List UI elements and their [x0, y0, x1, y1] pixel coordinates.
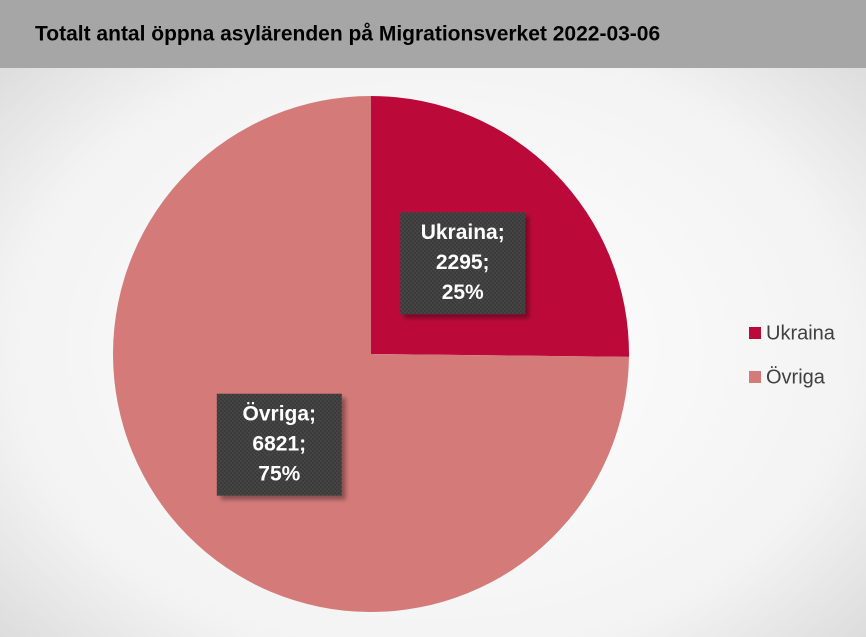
title-bar	[0, 0, 866, 68]
legend-swatch	[749, 371, 761, 383]
data-label-text: 75%	[258, 462, 300, 485]
legend-label: Ukraina	[766, 322, 836, 344]
data-label-box	[400, 212, 526, 315]
data-label: Ukraina; 2295; 25%	[400, 212, 526, 315]
data-label-text: 2295;	[436, 251, 490, 274]
data-label-text: Övriga;	[243, 402, 317, 425]
legend-swatch	[749, 327, 761, 339]
legend-label: Övriga	[766, 366, 826, 388]
data-label-box	[216, 393, 342, 496]
data-label-text: Ukraina;	[421, 221, 505, 244]
data-label-text: 25%	[442, 281, 484, 304]
data-label-text: 6821;	[252, 432, 306, 455]
chart-title: Totalt antal öppna asylärenden på Migrat…	[35, 23, 660, 46]
data-label: Övriga; 6821; 75%	[216, 393, 342, 496]
